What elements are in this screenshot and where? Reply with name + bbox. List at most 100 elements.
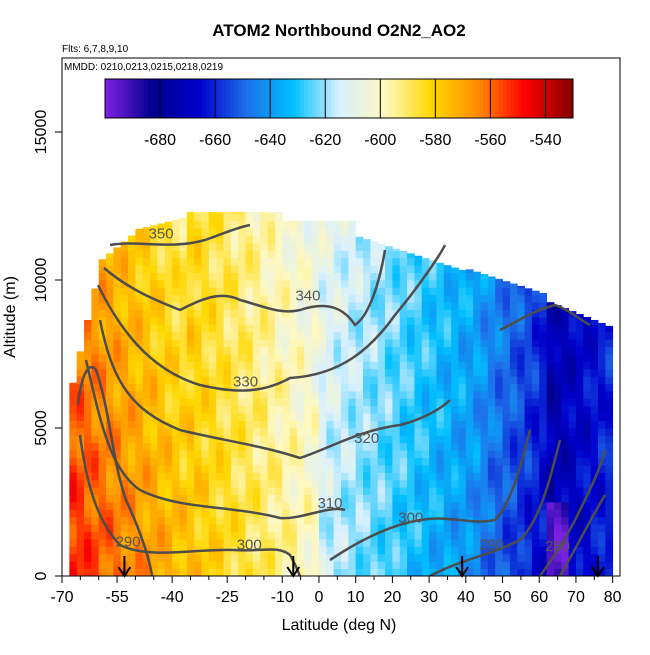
colorbar-swatch xyxy=(491,79,496,118)
heatmap-cell xyxy=(421,317,430,325)
heatmap-cell xyxy=(135,509,144,518)
colorbar-tick-label: -600 xyxy=(364,132,396,149)
heatmap-cell xyxy=(341,331,349,340)
heatmap-cell xyxy=(179,546,188,555)
heatmap-cell xyxy=(363,354,371,362)
heatmap-cell xyxy=(524,354,533,362)
heatmap-cell xyxy=(260,479,268,488)
heatmap-cell xyxy=(216,553,224,562)
contour-label-9: 350 xyxy=(149,226,174,243)
heatmap-cell xyxy=(473,361,481,370)
colorbar-swatch xyxy=(202,79,207,118)
heatmap-cell xyxy=(120,516,129,525)
heatmap-cell xyxy=(363,539,371,547)
heatmap-cell xyxy=(355,302,364,310)
heatmap-cell xyxy=(531,509,540,518)
heatmap-cell xyxy=(575,398,584,407)
heatmap-cell xyxy=(318,257,327,266)
heatmap-cell xyxy=(370,376,379,384)
heatmap-cell xyxy=(274,361,283,370)
heatmap-cell xyxy=(260,309,268,318)
heatmap-cell xyxy=(120,317,129,325)
heatmap-cell xyxy=(223,302,232,310)
heatmap-cell xyxy=(282,539,290,547)
heatmap-cell xyxy=(267,524,276,532)
heatmap-cell xyxy=(245,324,254,333)
heatmap-cell xyxy=(377,516,386,525)
heatmap-cell xyxy=(128,539,136,547)
heatmap-cell xyxy=(524,457,533,466)
heatmap-cell xyxy=(238,524,246,532)
heatmap-cell xyxy=(98,294,107,303)
heatmap-cell xyxy=(348,228,357,236)
heatmap-cell xyxy=(150,228,158,236)
heatmap-cell xyxy=(223,465,232,473)
heatmap-cell xyxy=(296,243,305,251)
heatmap-cell xyxy=(583,457,592,466)
heatmap-cell xyxy=(98,265,107,273)
heatmap-cell xyxy=(326,420,335,429)
heatmap-cell xyxy=(590,546,599,555)
colorbar-swatch xyxy=(284,79,289,118)
heatmap-cell xyxy=(341,220,349,229)
heatmap-cell xyxy=(590,324,599,333)
heatmap-cell xyxy=(150,450,158,458)
heatmap-cell xyxy=(201,516,210,525)
heatmap-cell xyxy=(553,524,562,532)
heatmap-cell xyxy=(561,502,569,510)
heatmap-cell xyxy=(348,324,357,333)
heatmap-cell xyxy=(348,509,357,518)
heatmap-cell xyxy=(546,354,555,362)
heatmap-cell xyxy=(238,568,246,576)
heatmap-cell xyxy=(539,293,547,296)
heatmap-cell xyxy=(385,280,393,288)
heatmap-cell xyxy=(267,413,276,421)
heatmap-cell xyxy=(91,317,100,325)
heatmap-cell xyxy=(245,465,254,473)
heatmap-cell xyxy=(568,317,577,325)
heatmap-cell xyxy=(230,428,239,436)
heatmap-cell xyxy=(546,361,555,370)
heatmap-cell xyxy=(76,509,85,518)
heatmap-cell xyxy=(142,509,151,518)
heatmap-cell xyxy=(274,302,283,310)
heatmap-cell xyxy=(274,228,283,236)
heatmap-cell xyxy=(575,391,584,399)
heatmap-cell xyxy=(561,465,569,473)
heatmap-cell xyxy=(539,428,547,436)
heatmap-cell xyxy=(465,361,474,370)
contour-lines xyxy=(76,223,607,576)
heatmap-cell xyxy=(252,524,261,532)
heatmap-cell xyxy=(186,435,195,444)
heatmap-cell xyxy=(414,339,423,347)
heatmap-cell xyxy=(172,450,180,458)
heatmap-cell xyxy=(106,413,114,421)
heatmap-cell xyxy=(260,235,268,244)
heatmap-cell xyxy=(142,302,151,310)
heatmap-cell xyxy=(414,265,423,273)
heatmap-cell xyxy=(370,442,379,451)
heatmap-cell xyxy=(135,235,144,244)
colorbar-swatch xyxy=(428,79,434,118)
y-tick-label: 10000 xyxy=(33,258,50,303)
heatmap-cell xyxy=(583,361,592,370)
heatmap-cell xyxy=(531,487,540,495)
heatmap-cell xyxy=(399,539,408,547)
heatmap-cell xyxy=(186,561,195,569)
heatmap-cell xyxy=(142,435,151,444)
heatmap-cell xyxy=(274,317,283,325)
heatmap-cell xyxy=(84,487,92,495)
heatmap-cell xyxy=(546,539,555,547)
colorbar-swatch xyxy=(518,79,523,118)
heatmap-cell xyxy=(605,368,614,377)
heatmap-cell xyxy=(333,317,342,325)
heatmap-cell xyxy=(282,524,290,532)
heatmap-cell xyxy=(267,398,276,407)
heatmap-cell xyxy=(399,531,408,540)
heatmap-cell xyxy=(429,331,437,340)
heatmap-cell xyxy=(128,272,136,281)
heatmap-cell xyxy=(429,494,437,503)
heatmap-cell xyxy=(355,250,364,259)
heatmap-cell xyxy=(363,368,371,377)
heatmap-cell xyxy=(260,450,268,458)
